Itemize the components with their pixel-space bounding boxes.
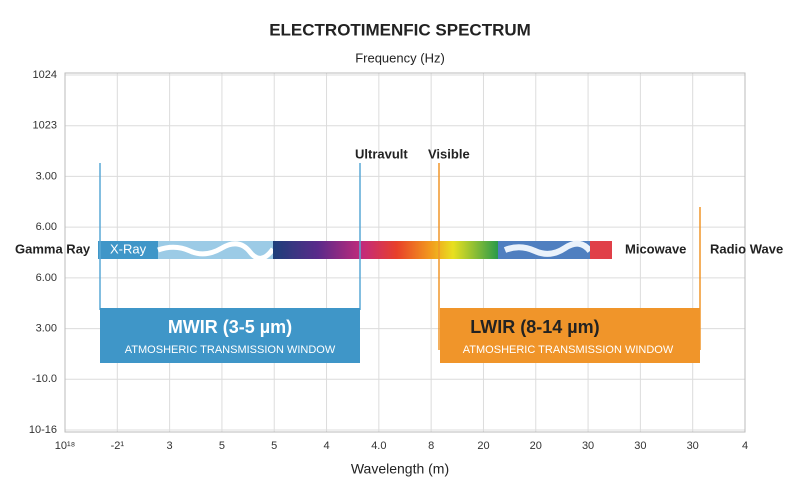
- y-tick-label: 6.00: [36, 272, 57, 284]
- x-tick-label: 5: [219, 440, 225, 452]
- window-box: [100, 308, 360, 363]
- window-title: MWIR (3-5 µm): [168, 317, 292, 337]
- window-subtitle: ATMOSHERIC TRANSMISSION WINDOW: [125, 344, 336, 356]
- x-tick-label: 10¹⁸: [55, 440, 76, 452]
- y-tick-label: -10.0: [32, 373, 57, 385]
- band-label: Gamma Ray: [15, 241, 91, 256]
- title: ELECTROTIMENFIC SPECTRUM: [269, 20, 531, 39]
- x-tick-label: 3: [167, 440, 173, 452]
- window-box: [440, 308, 700, 363]
- band-label: Ultravult: [355, 146, 408, 161]
- band-label: Micowave: [625, 241, 686, 256]
- band-label: Radio Wave: [710, 241, 783, 256]
- y-tick-label: 6.00: [36, 221, 57, 233]
- band-label: Visible: [428, 146, 470, 161]
- bottom-axis-label: Wavelength (m): [351, 461, 449, 477]
- mwir-window: MWIR (3-5 µm) ATMOSHERIC TRANSMISSION WI…: [100, 308, 360, 363]
- spectrum-bar: [98, 240, 612, 261]
- x-tick-label: 20: [477, 440, 489, 452]
- x-tick-label: 4.0: [371, 440, 386, 452]
- top-axis-label: Frequency (Hz): [355, 50, 445, 65]
- window-subtitle: ATMOSHERIC TRANSMISSION WINDOW: [463, 344, 674, 356]
- x-tick-label: 4: [323, 440, 329, 452]
- wave: [157, 241, 276, 261]
- window-title: LWIR (8-14 µm): [470, 317, 599, 337]
- y-tick-label: 3.00: [36, 170, 57, 182]
- plot-frame: [64, 72, 746, 433]
- x-tick-label: -2¹: [111, 440, 125, 452]
- x-tick-label: 30: [634, 440, 646, 452]
- y-tick-label: 1023: [33, 120, 57, 132]
- visible-segment: [273, 241, 498, 259]
- y-tick-label: 1024: [33, 69, 57, 81]
- x-tick-label: 8: [428, 440, 434, 452]
- x-tick-label: 5: [271, 440, 277, 452]
- band-label: X-Ray: [110, 241, 147, 256]
- x-tick-label: 20: [530, 440, 542, 452]
- x-tick-label: 30: [687, 440, 699, 452]
- y-tick-label: 10-16: [29, 424, 57, 436]
- x-tick-label: 4: [742, 440, 748, 452]
- microwave-segment: [590, 241, 612, 259]
- lwir-window: LWIR (8-14 µm) ATMOSHERIC TRANSMISSION W…: [440, 308, 700, 363]
- xray-segment: [98, 241, 158, 259]
- x-tick-label: 30: [582, 440, 594, 452]
- y-tick-label: 3.00: [36, 322, 57, 334]
- wave: [503, 240, 593, 257]
